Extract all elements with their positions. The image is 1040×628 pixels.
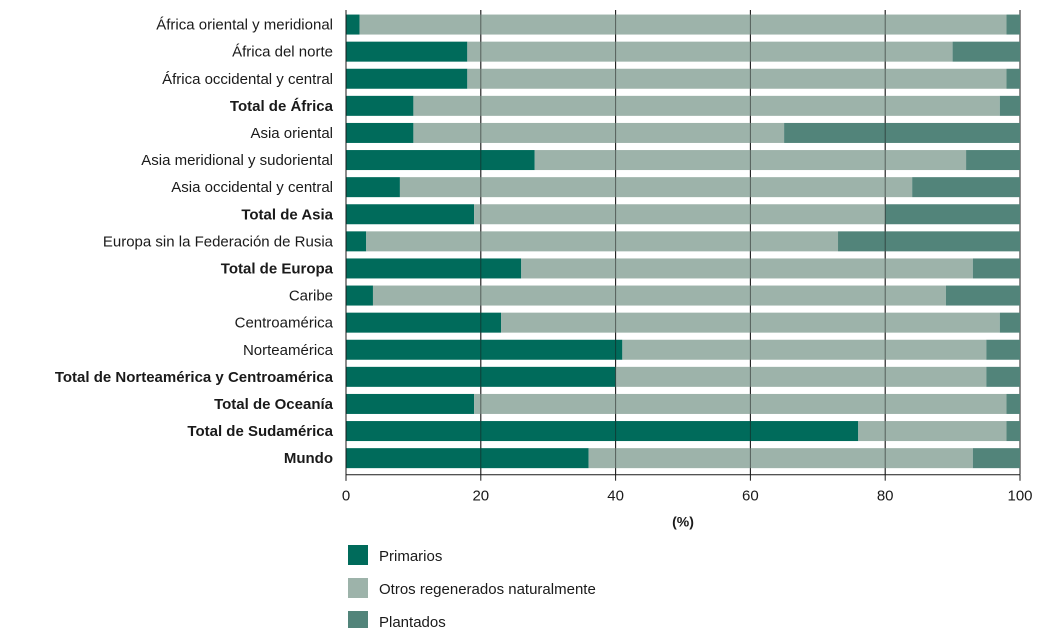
x-axis-title: (%) [672,514,694,530]
category-label: África del norte [232,44,333,61]
bar-segment [972,448,1020,469]
bar-segment [952,41,1020,62]
bar-segment [986,366,1020,387]
category-label: África oriental y meridional [156,17,333,34]
bar-segment [999,312,1020,333]
bar-segment [372,285,946,306]
bar-segment [467,68,1007,89]
category-label: Asia occidental y central [171,179,333,196]
bar-segment [521,258,973,279]
x-axis: 0 20 40 60 80 100 [342,10,1033,505]
category-label: Total de Norteamérica y Centroamérica [55,369,334,386]
bar-segment [346,421,859,442]
category-label: África occidental y central [162,71,333,88]
category-label: Centroamérica [235,315,334,332]
bar-segment [474,204,886,225]
legend-label: Primarios [379,548,442,565]
bar-segment [366,231,839,252]
bar-segment [858,421,1007,442]
bar-segment [474,393,1007,414]
bar-segment [467,41,953,62]
bar-segment [346,177,400,198]
category-label: Europa sin la Federación de Rusia [103,233,334,250]
x-tick-label: 20 [472,488,489,505]
bar-segment [346,150,535,171]
bar-segment [359,14,1007,35]
bar-segment [1006,393,1020,414]
category-label: Total de Sudamérica [187,423,333,440]
category-label: Caribe [289,288,333,305]
bars [346,14,1020,469]
bar-segment [986,339,1020,360]
bar-segment [1006,14,1020,35]
bar-segment [346,95,414,116]
bar-segment [784,122,1020,143]
bar-segment [346,204,475,225]
legend-swatch [348,578,368,598]
category-label: Asia oriental [250,125,333,142]
category-labels: África oriental y meridional África del n… [55,17,334,468]
category-label: Asia meridional y sudoriental [141,152,333,169]
bar-segment [413,95,1000,116]
bar-segment [346,448,589,469]
bar-segment [346,41,468,62]
legend: Primarios Otros regenerados naturalmente P… [348,545,596,628]
legend-label: Plantados [379,614,446,628]
legend-label: Otros regenerados naturalmente [379,581,596,598]
bar-segment [972,258,1020,279]
category-label: Total de Oceanía [214,396,334,413]
bar-segment [588,448,973,469]
bar-segment [1006,421,1020,442]
x-tick-label: 80 [877,488,894,505]
bar-segment [346,339,623,360]
bar-segment [413,122,785,143]
x-tick-label: 0 [342,488,350,505]
category-label: Total de Asia [241,206,333,223]
bar-segment [346,14,360,35]
category-label: Total de Europa [221,260,334,277]
bar-segment [945,285,1020,306]
bar-segment [346,231,367,252]
bar-segment [912,177,1020,198]
category-label: Total de África [230,98,334,115]
bar-segment [346,122,414,143]
bar-segment [346,312,502,333]
category-label: Norteamérica [243,342,334,359]
legend-swatch [348,545,368,565]
bar-segment [838,231,1020,252]
bar-segment [346,393,475,414]
x-tick-label: 100 [1007,488,1032,505]
bar-segment [615,366,987,387]
bar-segment [346,68,468,89]
bar-segment [999,95,1020,116]
bar-segment [885,204,1020,225]
x-tick-label: 60 [742,488,759,505]
bar-segment [399,177,913,198]
x-tick-label: 40 [607,488,624,505]
bar-segment [1006,68,1020,89]
bar-segment [346,285,373,306]
bar-segment [346,258,522,279]
legend-swatch [348,611,368,628]
bar-segment [622,339,987,360]
category-label: Mundo [284,450,333,467]
bar-segment [966,150,1020,171]
